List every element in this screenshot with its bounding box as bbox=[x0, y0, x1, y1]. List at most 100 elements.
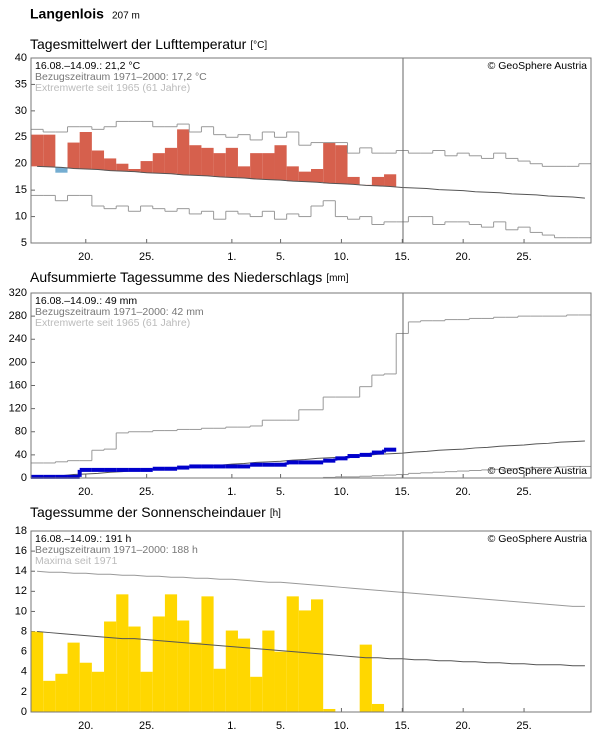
y-tick-label: 40 bbox=[15, 449, 27, 461]
y-tick-label: 0 bbox=[21, 706, 27, 718]
y-tick-label: 16 bbox=[15, 545, 27, 557]
x-tick-label: 20. bbox=[78, 486, 93, 498]
chart-title-text: Tagesmittelwert der Lufttemperatur bbox=[30, 36, 247, 52]
bar bbox=[67, 142, 80, 169]
bar bbox=[177, 129, 190, 175]
x-tick-label: 10. bbox=[334, 720, 349, 729]
plot-frame bbox=[30, 530, 592, 713]
bar bbox=[274, 651, 287, 712]
chart-title-text: Aufsummierte Tagessumme des Niederschlag… bbox=[30, 269, 322, 285]
x-tick-label: 20. bbox=[456, 720, 471, 729]
bar bbox=[237, 166, 251, 178]
x-tick-label: 25. bbox=[516, 720, 531, 729]
bar bbox=[335, 145, 348, 184]
bar bbox=[250, 676, 263, 712]
bar bbox=[104, 621, 117, 712]
bar bbox=[359, 644, 372, 712]
step-connector bbox=[54, 195, 555, 238]
bar bbox=[201, 596, 214, 712]
y-tick-label: 80 bbox=[15, 426, 27, 438]
x-tick-label: 5. bbox=[276, 251, 285, 263]
x-tick-label: 15. bbox=[395, 486, 410, 498]
info-text: Bezugszeitraum 1971–2000: 42 mm bbox=[35, 306, 204, 318]
y-tick-label: 6 bbox=[21, 646, 27, 658]
bar bbox=[164, 147, 178, 174]
bar bbox=[177, 620, 190, 712]
bar bbox=[79, 132, 92, 169]
bar bbox=[274, 145, 287, 181]
bar bbox=[55, 167, 68, 173]
bar bbox=[91, 150, 105, 170]
x-tick-label: 25. bbox=[139, 486, 154, 498]
chart-title-text: Tagessumme der Sonnenscheindauer bbox=[30, 504, 266, 520]
y-tick-label: 15 bbox=[15, 184, 27, 196]
bar bbox=[116, 163, 129, 172]
bar bbox=[347, 176, 360, 185]
y-tick-label: 200 bbox=[9, 356, 27, 368]
bar bbox=[298, 171, 311, 182]
info-text: Maxima seit 1971 bbox=[35, 555, 117, 567]
bar bbox=[91, 671, 105, 712]
y-tick-label: 240 bbox=[9, 333, 27, 345]
x-tick-label: 25. bbox=[516, 251, 531, 263]
bar bbox=[128, 626, 141, 712]
bar bbox=[371, 176, 385, 186]
chart-title: Tagesmittelwert der Lufttemperatur [°C] bbox=[30, 36, 267, 52]
x-tick-label: 1. bbox=[227, 720, 236, 729]
bar bbox=[104, 158, 117, 171]
station-elevation: 207 m bbox=[112, 11, 140, 22]
bar bbox=[213, 153, 226, 177]
y-tick-label: 14 bbox=[15, 565, 27, 577]
bar bbox=[213, 668, 226, 712]
plot-frame bbox=[30, 57, 592, 244]
y-tick-label: 30 bbox=[15, 105, 27, 117]
x-tick-label: 10. bbox=[334, 251, 349, 263]
y-tick-label: 40 bbox=[15, 52, 27, 64]
x-tick-label: 20. bbox=[456, 486, 471, 498]
reference-line bbox=[37, 631, 585, 667]
bar bbox=[140, 161, 153, 173]
x-tick-label: 15. bbox=[395, 251, 410, 263]
bar bbox=[152, 153, 165, 174]
x-tick-label: 5. bbox=[276, 486, 285, 498]
credit: © GeoSphere Austria bbox=[488, 533, 588, 545]
bar bbox=[237, 638, 251, 712]
bar bbox=[140, 671, 153, 712]
y-tick-label: 35 bbox=[15, 78, 27, 90]
y-tick-label: 8 bbox=[21, 625, 27, 637]
reference-line bbox=[37, 570, 585, 607]
chart-title: Aufsummierte Tagessumme des Niederschlag… bbox=[30, 269, 349, 285]
y-tick-label: 0 bbox=[21, 472, 27, 484]
x-tick-label: 20. bbox=[78, 720, 93, 729]
y-tick-label: 4 bbox=[21, 666, 27, 678]
station-name: Langenlois bbox=[30, 6, 104, 22]
bar bbox=[323, 708, 336, 712]
bar bbox=[43, 134, 56, 167]
y-tick-label: 5 bbox=[21, 237, 27, 249]
bar bbox=[79, 662, 92, 712]
bar bbox=[225, 147, 238, 178]
y-tick-label: 320 bbox=[9, 287, 27, 299]
x-tick-label: 20. bbox=[78, 251, 93, 263]
bar bbox=[189, 642, 202, 712]
bar bbox=[31, 134, 44, 167]
x-tick-label: 25. bbox=[516, 486, 531, 498]
x-tick-label: 25. bbox=[139, 720, 154, 729]
bar bbox=[311, 169, 324, 183]
y-tick-label: 120 bbox=[9, 403, 27, 415]
bar bbox=[152, 616, 165, 712]
y-tick-label: 18 bbox=[15, 525, 27, 537]
bar bbox=[189, 145, 202, 176]
bar bbox=[262, 630, 275, 712]
x-tick-label: 1. bbox=[227, 486, 236, 498]
bar bbox=[323, 142, 336, 184]
plot-frame bbox=[30, 292, 592, 479]
bar bbox=[250, 153, 263, 180]
x-tick-label: 1. bbox=[227, 251, 236, 263]
bar bbox=[262, 153, 275, 180]
bar bbox=[286, 596, 299, 712]
reference-line bbox=[37, 165, 585, 199]
y-tick-label: 20 bbox=[15, 158, 27, 170]
y-tick-label: 10 bbox=[15, 605, 27, 617]
